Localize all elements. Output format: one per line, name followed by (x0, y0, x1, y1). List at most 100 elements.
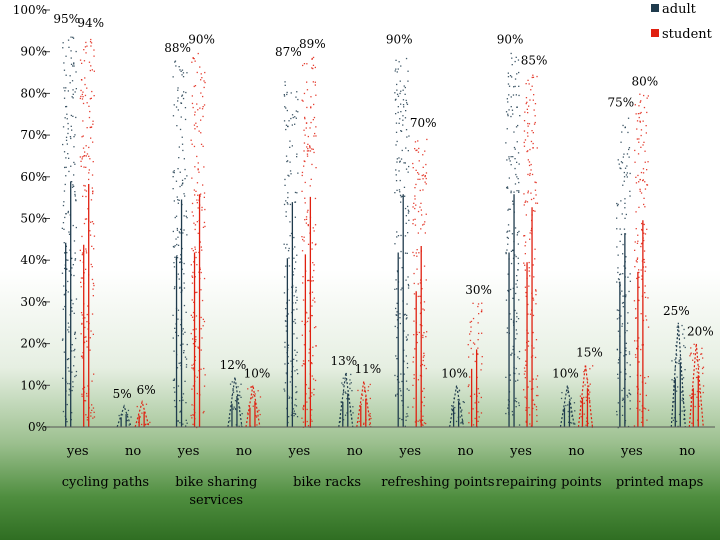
bar-speckle (407, 406, 409, 408)
bar-speckle (629, 364, 631, 366)
bar-speckle (419, 421, 422, 423)
bar-speckle (515, 292, 517, 295)
bar-speckle (628, 392, 630, 394)
bar-speckle (315, 326, 317, 328)
bar-speckle (533, 347, 535, 349)
bar-speckle (481, 309, 483, 311)
bar-speckle (396, 393, 398, 395)
bar-speckle (69, 249, 71, 251)
bar-speckle (303, 150, 305, 152)
bar-speckle (524, 139, 527, 141)
bar-speckle (74, 252, 76, 254)
bar-speckle (588, 385, 590, 387)
bar-speckle (514, 158, 516, 160)
bar-speckle (530, 192, 532, 194)
bar-speckle (200, 193, 202, 195)
bar-speckle (200, 79, 202, 81)
bar-speckle (676, 390, 678, 392)
bar-speckle (295, 302, 297, 304)
bar-speckle (589, 391, 591, 393)
bar-speckle (510, 192, 512, 194)
bar-speckle (203, 385, 206, 387)
bar-speckle (294, 246, 296, 248)
bar-speckle (259, 396, 262, 398)
bar-speckle (397, 106, 399, 108)
bar-speckle (474, 417, 476, 420)
bar-speckle (310, 96, 312, 98)
bar-speckle (82, 102, 85, 105)
bar-speckle (636, 242, 639, 244)
bar-speckle (646, 111, 648, 114)
bar-speckle (646, 184, 649, 186)
bar-speckle (567, 404, 569, 406)
bar-speckle (698, 391, 701, 393)
bar-speckle (285, 330, 288, 332)
bar-speckle (204, 81, 206, 84)
bar-speckle (701, 367, 704, 370)
bar-speckle (400, 158, 403, 160)
bar-speckle (314, 197, 317, 200)
bar-speckle (191, 143, 193, 145)
bar-speckle (480, 412, 483, 414)
bar-speckle (641, 222, 643, 225)
bar-speckle (306, 312, 308, 314)
bar-speckle (469, 321, 471, 323)
bar-speckle (519, 115, 521, 117)
bar-speckle (74, 348, 76, 351)
bar-speckle (583, 413, 585, 415)
bar-speckle (312, 378, 315, 380)
bar-speckle (179, 286, 181, 288)
bar-speckle (472, 317, 475, 320)
bar-speckle (426, 138, 428, 141)
bar-speckle (622, 301, 625, 304)
bar-speckle (396, 158, 398, 160)
bar-speckle (514, 254, 516, 256)
bar-speckle (306, 150, 309, 152)
bar-speckle (643, 223, 645, 226)
bar-speckle (516, 176, 518, 178)
bar-speckle (186, 217, 188, 219)
bar-speckle (620, 371, 622, 373)
bar-speckle (689, 353, 692, 355)
bar-speckle (72, 97, 74, 99)
bar-speckle (416, 341, 418, 344)
bar-speckle (624, 126, 626, 128)
bar-speckle (635, 176, 637, 178)
bar-speckle (304, 116, 306, 119)
bar-speckle (516, 73, 518, 75)
bar-speckle (585, 368, 587, 370)
bar-speckle (238, 425, 240, 427)
bar-speckle (408, 210, 410, 213)
bar-speckle (525, 421, 527, 423)
bar-speckle (69, 136, 72, 138)
bar-speckle (174, 327, 176, 329)
bar-speckle (199, 241, 201, 243)
bar-speckle (368, 424, 371, 426)
bar-speckle (467, 385, 469, 388)
bar-speckle (291, 145, 293, 147)
bar-speckle (203, 320, 206, 323)
bar-speckle (297, 172, 299, 174)
bar-speckle (193, 145, 196, 148)
bar-speckle (174, 61, 176, 63)
bar-speckle (621, 323, 624, 325)
bar-speckle (413, 334, 415, 336)
bar-speckle (627, 117, 630, 119)
bar-speckle (528, 267, 530, 269)
bar-speckle (459, 416, 461, 418)
bar-speckle (508, 109, 510, 111)
bar-speckle (638, 116, 640, 119)
bar-speckle (626, 176, 628, 178)
bar-speckle (511, 109, 514, 111)
bar-speckle (419, 282, 422, 284)
bar-speckle (339, 421, 341, 423)
bar-speckle (394, 92, 396, 94)
bar-speckle (295, 354, 297, 356)
bar-speckle (404, 117, 407, 119)
bar-speckle (583, 371, 585, 373)
bar-speckle (527, 190, 529, 192)
bar-speckle (528, 407, 530, 409)
bar-speckle (514, 167, 516, 170)
bar-speckle (85, 248, 87, 250)
bar-speckle (513, 146, 516, 149)
